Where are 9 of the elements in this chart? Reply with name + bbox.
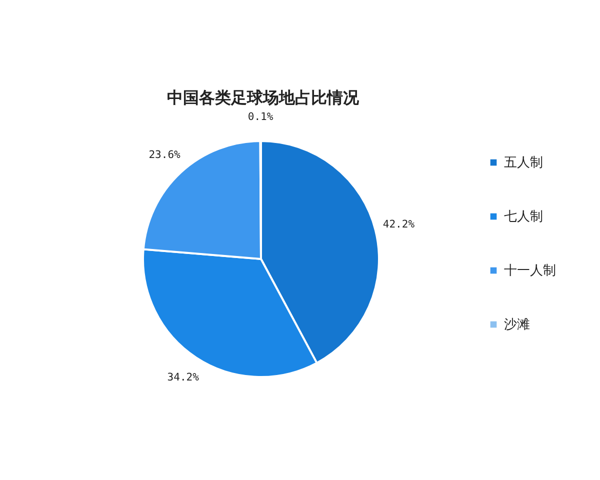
data-label: 42.2% (382, 218, 416, 230)
legend-label: 五人制 (504, 156, 543, 170)
data-label: 0.1% (248, 111, 274, 123)
chart-title: 中国各类足球场地占比情况 (167, 89, 360, 107)
data-label: 23.6% (148, 148, 182, 161)
legend-label: 十一人制 (504, 264, 556, 278)
legend-label: 沙滩 (504, 318, 530, 332)
data-label: 34.2% (167, 372, 200, 384)
legend-label: 七人制 (504, 210, 543, 224)
